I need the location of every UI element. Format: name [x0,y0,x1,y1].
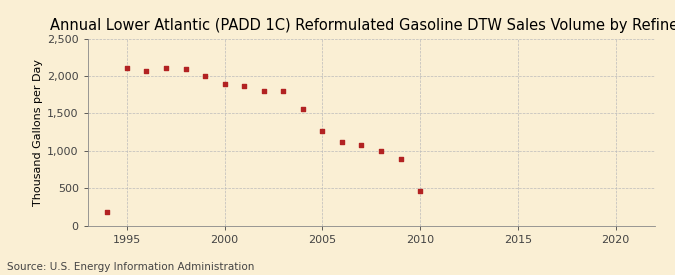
Point [259,89,269,93]
Point [200,73,211,78]
Point [278,89,289,93]
Point [298,107,308,111]
Point [219,82,230,86]
Title: Annual Lower Atlantic (PADD 1C) Reformulated Gasoline DTW Sales Volume by Refine: Annual Lower Atlantic (PADD 1C) Reformul… [50,18,675,33]
Text: Source: U.S. Energy Information Administration: Source: U.S. Energy Information Administ… [7,262,254,272]
Point [337,140,348,145]
Y-axis label: Thousand Gallons per Day: Thousand Gallons per Day [33,59,43,205]
Point [395,157,406,161]
Point [239,84,250,89]
Point [141,69,152,73]
Point [375,148,386,153]
Point [122,66,132,71]
Point [356,143,367,147]
Point [180,67,191,71]
Point [317,128,328,133]
Point [161,66,171,70]
Point [102,210,113,214]
Point [414,189,425,194]
